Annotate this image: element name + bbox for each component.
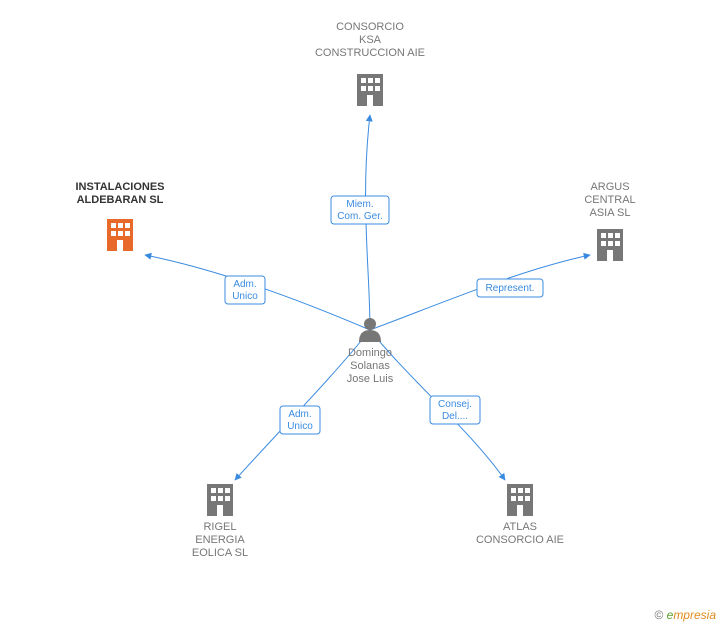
edge-label-text-instalaciones: Unico — [232, 291, 258, 302]
node-label-atlas: CONSORCIO AIE — [476, 534, 564, 546]
footer-credit: © empresia — [654, 608, 716, 622]
node-label-consorcio_ksa: CONSTRUCCION AIE — [315, 47, 425, 59]
node-rigel — [207, 484, 233, 516]
edge-label-text-atlas: Consej. — [438, 399, 472, 410]
node-label-consorcio_ksa: CONSORCIO — [336, 21, 404, 33]
edge-label-text-consorcio_ksa: Miem. — [346, 199, 373, 210]
building-icon — [207, 484, 233, 516]
node-atlas — [507, 484, 533, 516]
node-label-instalaciones: ALDEBARAN SL — [77, 194, 164, 206]
center-label-line: Solanas — [350, 360, 390, 372]
node-consorcio_ksa — [357, 74, 383, 106]
node-label-consorcio_ksa: KSA — [359, 34, 382, 46]
node-label-rigel: ENERGIA — [195, 534, 245, 546]
edge-label-text-atlas: Del.... — [442, 411, 468, 422]
center-label-line: Domingo — [348, 347, 392, 359]
node-label-instalaciones: INSTALACIONES — [75, 181, 164, 193]
edge-label-text-argus: Represent. — [486, 283, 535, 294]
building-icon — [107, 219, 133, 251]
center-person: DomingoSolanasJose Luis — [347, 318, 394, 385]
person-icon — [359, 318, 381, 342]
building-icon — [597, 229, 623, 261]
node-label-argus: ARGUS — [590, 181, 629, 193]
node-label-rigel: EOLICA SL — [192, 547, 248, 559]
edge-label-text-instalaciones: Adm. — [233, 279, 256, 290]
edge-label-text-rigel: Unico — [287, 421, 313, 432]
edge-label-text-consorcio_ksa: Com. Ger. — [337, 211, 383, 222]
node-instalaciones — [107, 219, 133, 251]
node-label-argus: CENTRAL — [584, 194, 635, 206]
node-argus — [597, 229, 623, 261]
building-icon — [507, 484, 533, 516]
node-label-rigel: RIGEL — [203, 521, 236, 533]
node-label-argus: ASIA SL — [590, 207, 631, 219]
network-diagram: DomingoSolanasJose Luis CONSORCIOKSACONST… — [0, 0, 728, 630]
node-label-atlas: ATLAS — [503, 521, 537, 533]
copyright-symbol: © — [654, 608, 663, 622]
edge-label-text-rigel: Adm. — [288, 409, 311, 420]
brand-rest: mpresia — [673, 608, 716, 622]
building-icon — [357, 74, 383, 106]
center-label-line: Jose Luis — [347, 373, 394, 385]
